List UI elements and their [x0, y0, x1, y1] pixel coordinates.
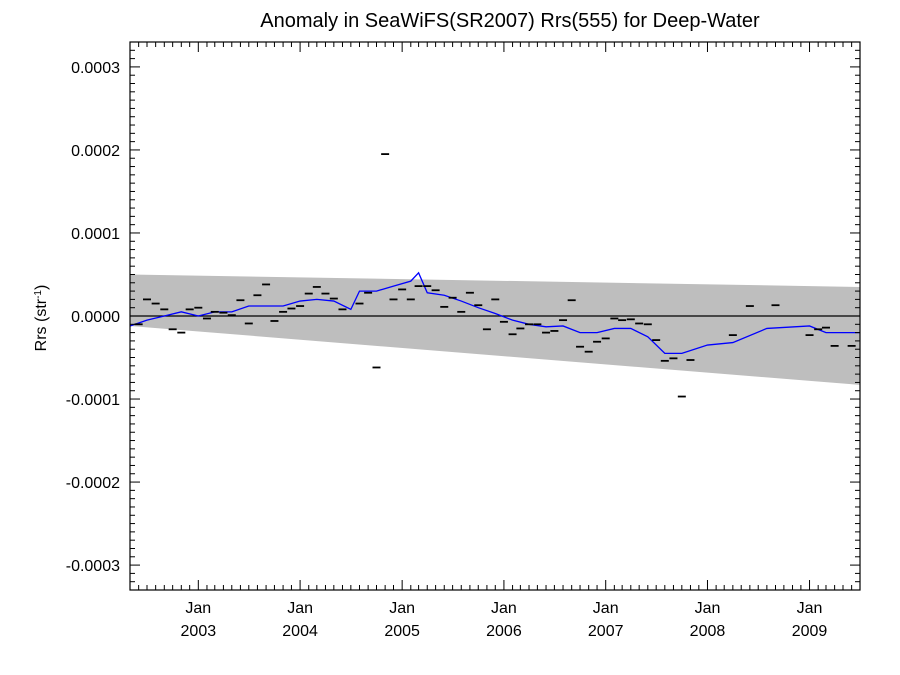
chart-title: Anomaly in SeaWiFS(SR2007) Rrs(555) for …: [260, 10, 760, 32]
x-tick-year-5: 2008: [690, 623, 726, 640]
x-tick-month-1: Jan: [287, 600, 313, 617]
trend-line: [129, 271, 860, 355]
trend-line-layer: [129, 271, 860, 355]
x-tick-month-2: Jan: [389, 600, 415, 617]
x-tick-year-6: 2009: [792, 623, 828, 640]
y-tick-label-4: -0.0001: [66, 392, 120, 409]
x-tick-month-4: Jan: [593, 600, 619, 617]
y-tick-label-1: 0.0002: [71, 143, 120, 160]
x-tick-month-5: Jan: [695, 600, 721, 617]
x-axis-ticks: Jan 2003 Jan 2004 Jan 2005 Jan 2006 Jan 2007 Jan 20…: [129, 42, 861, 640]
uncertainty-band: [130, 274, 860, 385]
y-tick-label-5: -0.0002: [66, 475, 120, 492]
x-tick-month-6: Jan: [797, 600, 823, 617]
y-tick-label-2: 0.0001: [71, 226, 120, 243]
x-tick-year-2: 2005: [384, 623, 420, 640]
x-tick-year-0: 2003: [181, 623, 217, 640]
x-tick-year-3: 2006: [486, 623, 522, 640]
y-axis-label-superscript: -1: [33, 290, 44, 299]
data-points-layer: [134, 153, 856, 398]
x-tick-month-0: Jan: [185, 600, 211, 617]
x-tick-year-4: 2007: [588, 623, 624, 640]
y-tick-label-3: 0.0000: [71, 309, 120, 326]
uncertainty-band-layer: [130, 274, 860, 385]
y-axis-label: Rrs (str-1): [33, 285, 51, 352]
y-tick-label-6: -0.0003: [66, 558, 120, 575]
x-tick-year-1: 2004: [282, 623, 318, 640]
y-axis-ticks: 0.0003 0.0002 0.0001 0.0000 -0.0001 -0.0002 -0…: [66, 41, 860, 591]
y-tick-label-0: 0.0003: [71, 60, 120, 77]
y-axis-label-main: Rrs (str: [33, 298, 50, 351]
y-axis-label-close: ): [33, 285, 50, 290]
x-tick-month-3: Jan: [491, 600, 517, 617]
